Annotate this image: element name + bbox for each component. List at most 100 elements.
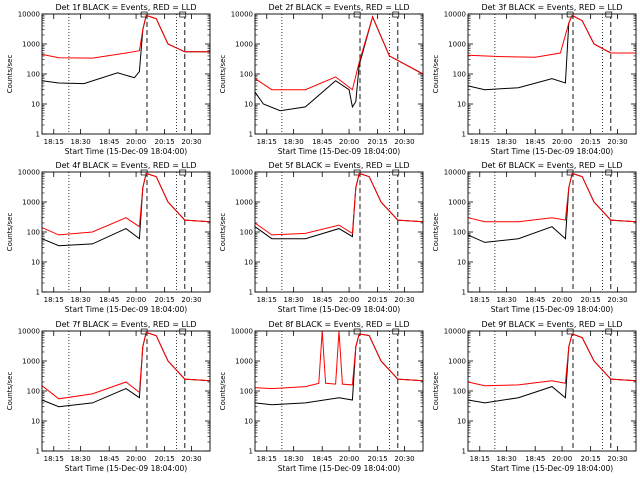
x-tick-label: 18:45 (312, 138, 332, 146)
x-tick-label: 18:45 (525, 455, 545, 463)
x-tick-label: 20:00 (552, 138, 572, 146)
detector-panel: Det 4f BLACK = Events, RED = LLD Counts/s… (6, 161, 211, 314)
events-series-line (254, 333, 424, 406)
x-axis-label: Start Time (15-Dec-09 18:04:00) (491, 147, 613, 156)
x-axis-label: Start Time (15-Dec-09 18:04:00) (278, 305, 400, 314)
x-tick-label: 18:30 (71, 296, 91, 304)
x-tick-label: 18:15 (44, 138, 64, 146)
x-tick-label: 18:30 (71, 455, 91, 463)
panel-title: Det 1f BLACK = Events, RED = LLD (55, 3, 196, 12)
lld-series-line (467, 333, 637, 387)
y-axis-label: Counts/sec (6, 213, 14, 252)
x-tick-label: 20:30 (181, 296, 201, 304)
lld-series-line (254, 330, 424, 390)
x-axis-label: Start Time (15-Dec-09 18:04:00) (491, 305, 613, 314)
y-tick-label: 10000 (18, 169, 40, 177)
y-tick-label: 100 (240, 229, 253, 237)
x-tick-label: 18:15 (257, 296, 277, 304)
y-tick-label: 1000 (22, 199, 40, 207)
x-tick-label: 18:30 (71, 138, 91, 146)
x-axis-label: Start Time (15-Dec-09 18:04:00) (65, 464, 187, 473)
x-tick-label: 20:15 (581, 455, 601, 463)
y-tick-label: 10 (244, 418, 253, 426)
x-tick-label: 20:30 (394, 296, 414, 304)
y-tick-label: 10000 (231, 169, 253, 177)
y-tick-label: 1000 (22, 358, 40, 366)
plot-frame (467, 13, 637, 135)
y-tick-label: 100 (453, 388, 466, 396)
y-axis-label: Counts/sec (219, 372, 227, 411)
x-tick-label: 18:30 (284, 138, 304, 146)
x-tick-label: 20:15 (368, 296, 388, 304)
plot-frame (467, 330, 637, 452)
y-axis-label: Counts/sec (432, 213, 440, 252)
panel-title: Det 2f BLACK = Events, RED = LLD (268, 3, 409, 12)
y-tick-label: 100 (27, 388, 40, 396)
lld-series-line (41, 331, 211, 400)
x-tick-label: 18:45 (525, 296, 545, 304)
y-tick-label: 100 (240, 71, 253, 79)
x-tick-label: 20:00 (339, 455, 359, 463)
x-tick-label: 20:00 (552, 455, 572, 463)
plot-frame (41, 330, 211, 452)
interval-box-marker (392, 328, 400, 335)
interval-box-marker (605, 169, 613, 176)
x-tick-label: 20:30 (181, 455, 201, 463)
x-axis-label: Start Time (15-Dec-09 18:04:00) (278, 464, 400, 473)
plot-frame (41, 171, 211, 293)
y-tick-label: 10 (244, 259, 253, 267)
x-tick-label: 18:15 (44, 455, 64, 463)
interval-box-marker (140, 169, 148, 176)
interval-box-marker (392, 11, 400, 18)
x-tick-label: 18:15 (44, 296, 64, 304)
interval-box-marker (179, 169, 187, 176)
x-tick-label: 20:30 (607, 455, 627, 463)
lld-series-line (467, 14, 636, 58)
y-axis-label: Counts/sec (219, 213, 227, 252)
y-tick-label: 1 (249, 131, 253, 139)
y-tick-label: 1000 (235, 358, 253, 366)
x-axis-label: Start Time (15-Dec-09 18:04:00) (65, 305, 187, 314)
y-tick-label: 1000 (22, 41, 40, 49)
y-tick-label: 100 (453, 229, 466, 237)
y-tick-label: 1000 (235, 41, 253, 49)
x-tick-label: 18:15 (257, 455, 277, 463)
interval-box-marker (140, 328, 148, 335)
y-axis-label: Counts/sec (219, 55, 227, 94)
detector-panel: Det 2f BLACK = Events, RED = LLD Counts/s… (219, 3, 424, 156)
x-tick-label: 18:15 (257, 138, 277, 146)
x-tick-label: 20:15 (155, 455, 175, 463)
interval-box-marker (179, 11, 187, 18)
y-tick-label: 10000 (444, 328, 466, 336)
y-tick-label: 1 (36, 131, 40, 139)
y-tick-label: 100 (453, 71, 466, 79)
x-tick-label: 18:45 (525, 138, 545, 146)
y-tick-label: 10000 (231, 11, 253, 19)
x-tick-label: 20:15 (155, 138, 175, 146)
detector-panel: Det 6f BLACK = Events, RED = LLD Counts/s… (432, 161, 637, 314)
x-tick-label: 18:45 (99, 455, 119, 463)
interval-box-marker (353, 11, 361, 18)
x-tick-label: 18:30 (284, 455, 304, 463)
panel-title: Det 9f BLACK = Events, RED = LLD (481, 320, 622, 329)
y-tick-label: 1 (462, 131, 466, 139)
y-axis-label: Counts/sec (432, 55, 440, 94)
y-tick-label: 10000 (231, 328, 253, 336)
lld-series-line (41, 172, 211, 236)
detector-panel: Det 8f BLACK = Events, RED = LLD Counts/s… (219, 320, 424, 473)
x-tick-label: 20:15 (368, 455, 388, 463)
panel-title: Det 6f BLACK = Events, RED = LLD (481, 161, 622, 170)
x-tick-label: 20:00 (126, 455, 146, 463)
y-tick-label: 10 (31, 259, 40, 267)
y-tick-label: 10000 (18, 328, 40, 336)
x-tick-label: 20:15 (368, 138, 388, 146)
plot-frame (41, 13, 211, 135)
interval-box-marker (605, 11, 613, 18)
x-tick-label: 20:15 (155, 296, 175, 304)
panel-title: Det 8f BLACK = Events, RED = LLD (268, 320, 409, 329)
y-axis-label: Counts/sec (6, 55, 14, 94)
detector-panel: Det 1f BLACK = Events, RED = LLD Counts/s… (6, 3, 211, 156)
x-tick-label: 20:00 (126, 296, 146, 304)
x-axis-label: Start Time (15-Dec-09 18:04:00) (278, 147, 400, 156)
